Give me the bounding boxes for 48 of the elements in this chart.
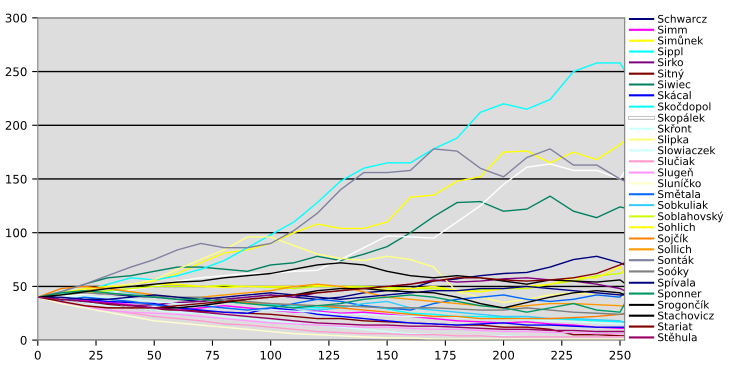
y-tick-label: 300: [6, 14, 27, 23]
legend-label: Sippl: [658, 47, 682, 58]
legend-label: Smětala: [658, 190, 700, 198]
legend-label: Slowiaczek: [658, 146, 716, 154]
x-tick-label: 175: [435, 350, 456, 360]
x-tick-label: 50: [148, 350, 161, 360]
x-tick-label: 75: [206, 350, 219, 360]
x-tick-label: 25: [89, 350, 102, 360]
x-tick-label: 250: [610, 350, 630, 360]
legend-label: Slučiak: [658, 156, 695, 166]
legend-label: Sluníčko: [658, 178, 701, 188]
x-tick-label: 0: [34, 350, 41, 360]
legend-label: Sponner: [658, 289, 702, 300]
legend-label: Soóky: [658, 266, 689, 278]
legend-label: Stariat: [658, 322, 692, 330]
legend-label: Schwarcz: [658, 14, 707, 23]
legend-label: Srogončík: [658, 300, 710, 311]
legend-label: Siwiec: [658, 80, 690, 88]
legend-label: Simůnek: [658, 35, 704, 45]
y-tick-label: 150: [6, 174, 27, 184]
x-tick-label: 125: [318, 350, 340, 360]
y-tick-label: 250: [6, 67, 27, 76]
legend-label: Skočdopol: [658, 102, 710, 113]
x-tick-label: 150: [377, 350, 398, 360]
legend-label: Soblahovský: [658, 212, 724, 222]
y-tick-label: 0: [20, 336, 27, 345]
legend-label: Simm: [658, 26, 687, 34]
x-tick-label: 200: [493, 350, 514, 360]
legend-label: Sollich: [658, 245, 691, 254]
legend-label: Sonták: [658, 255, 694, 264]
legend-label: Skácal: [658, 90, 691, 100]
legend-label: Sohlich: [658, 222, 695, 232]
y-tick-label: 200: [6, 120, 27, 130]
legend-label: Skopálek: [658, 113, 705, 124]
legend-label: Stachovicz: [658, 311, 714, 320]
legend-label: Slugeň: [658, 168, 693, 178]
legend-label: Sirko: [658, 58, 683, 66]
legend-label: Slipka: [658, 135, 688, 146]
legend-label: Sojčík: [658, 234, 688, 244]
legend-label: Stěhula: [658, 332, 697, 342]
legend-label: Spívala: [658, 278, 695, 289]
legend-label: Sobkuliak: [658, 200, 708, 209]
y-tick-label: 50: [13, 282, 27, 292]
legend-label: Skřont: [658, 124, 692, 133]
legend-label: Sitný: [658, 68, 684, 80]
x-tick-label: 225: [551, 350, 572, 360]
x-tick-label: 100: [260, 350, 282, 360]
y-tick-label: 100: [6, 228, 27, 238]
